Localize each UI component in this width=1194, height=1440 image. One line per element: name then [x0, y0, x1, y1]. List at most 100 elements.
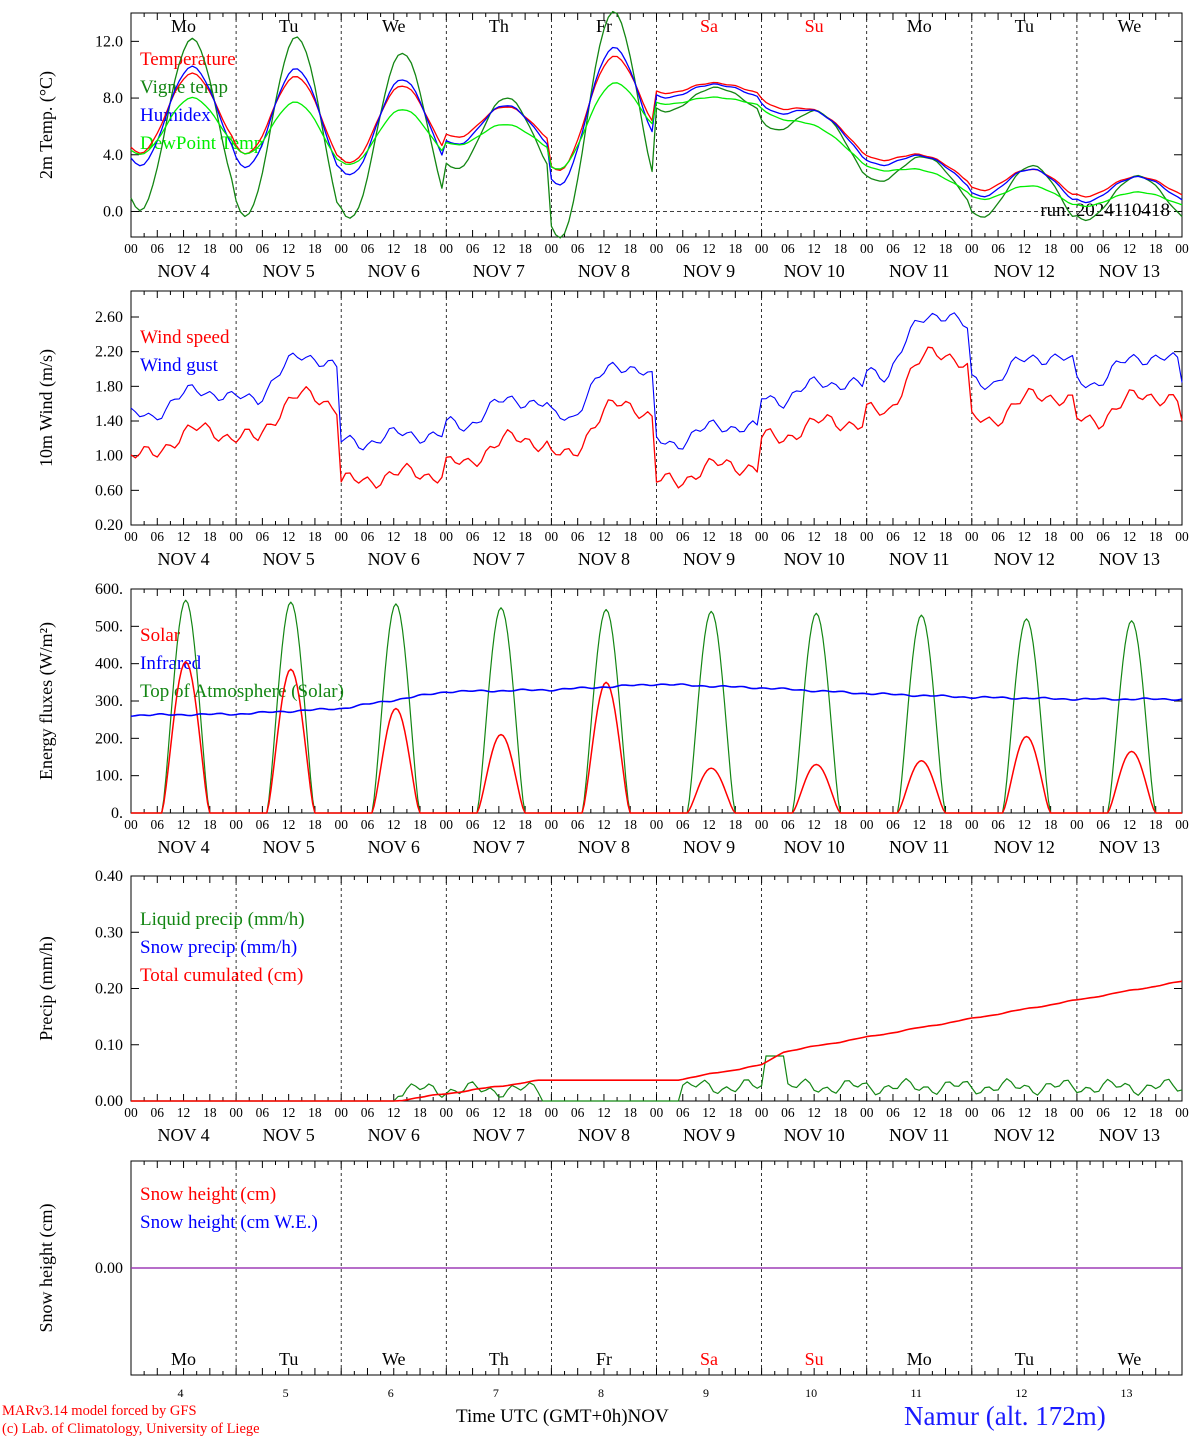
y-tick-label: 2.20 — [95, 344, 123, 361]
solar-line — [131, 661, 1182, 814]
hour-tick-label: 00 — [229, 241, 243, 256]
hour-tick-label: 12 — [597, 529, 611, 544]
hour-tick-label: 12 — [1018, 1105, 1032, 1120]
y-tick-label: 100. — [95, 768, 123, 785]
hour-tick-label: 18 — [1149, 1105, 1163, 1120]
hour-tick-label: 18 — [518, 817, 532, 832]
hour-tick-label: 00 — [755, 241, 769, 256]
y-tick-label: 600. — [95, 581, 123, 598]
hour-tick-label: 06 — [676, 529, 690, 544]
hour-tick-label: 12 — [387, 529, 401, 544]
hour-tick-label: 06 — [151, 241, 165, 256]
date-label: NOV 6 — [368, 837, 420, 857]
day-of-week-label: Sa — [700, 16, 718, 36]
hour-tick-label: 18 — [518, 1105, 532, 1120]
day-of-week-label: Th — [489, 16, 509, 36]
date-label: NOV 11 — [889, 1125, 950, 1145]
date-label: NOV 12 — [994, 261, 1055, 281]
hour-tick-label: 18 — [729, 1105, 743, 1120]
hour-tick-label: 12 — [177, 817, 191, 832]
date-label: NOV 13 — [1099, 837, 1160, 857]
date-label: NOV 13 — [1099, 261, 1160, 281]
hour-tick-label: 06 — [151, 817, 165, 832]
panel-2: 0.20 0.60 1.00 1.40 1.80 2.20 2.60 10m Wind (m/… — [36, 290, 1189, 569]
hour-tick-label: 00 — [229, 529, 243, 544]
hour-tick-label: 18 — [1044, 529, 1058, 544]
hour-tick-label: 06 — [991, 529, 1005, 544]
hour-tick-label: 06 — [991, 817, 1005, 832]
hour-tick-label: 12 — [702, 1105, 716, 1120]
date-label: NOV 5 — [263, 261, 315, 281]
hour-tick-label: 06 — [256, 241, 270, 256]
lab-credit: (c) Lab. of Climatology, University of L… — [2, 1421, 260, 1437]
hour-tick-label: 06 — [676, 817, 690, 832]
date-label: NOV 9 — [683, 837, 735, 857]
y-axis-label: 10m Wind (m/s) — [36, 349, 57, 467]
hour-tick-label: 18 — [623, 529, 637, 544]
hour-tick-label: 12 — [913, 529, 927, 544]
run-annotation: run: 2024110418 — [1040, 200, 1170, 221]
hour-tick-label: 12 — [282, 817, 296, 832]
y-tick-label: 200. — [95, 730, 123, 747]
hour-tick-label: 18 — [308, 1105, 322, 1120]
temperature-line — [130, 55, 1183, 198]
y-tick-label: 0.20 — [95, 981, 123, 998]
hour-tick-label: 18 — [623, 817, 637, 832]
hour-tick-label: 18 — [308, 241, 322, 256]
day-number-label: 5 — [283, 1386, 289, 1400]
legend-entry: Vigne temp — [140, 77, 228, 98]
hour-tick-label: 00 — [1070, 1105, 1084, 1120]
hour-tick-label: 06 — [1096, 241, 1110, 256]
hour-tick-label: 00 — [650, 1105, 664, 1120]
hour-tick-label: 00 — [334, 817, 348, 832]
day-of-week-label: Tu — [1015, 16, 1034, 36]
day-of-week-label: Mo — [171, 1349, 196, 1369]
hour-tick-label: 18 — [939, 1105, 953, 1120]
hour-tick-label: 12 — [492, 529, 506, 544]
hour-tick-label: 00 — [755, 817, 769, 832]
hour-tick-label: 00 — [440, 817, 454, 832]
y-tick-label: 0.20 — [95, 517, 123, 534]
day-of-week-label: Mo — [171, 16, 196, 36]
hour-tick-label: 06 — [466, 529, 480, 544]
legend-entry: Humidex — [140, 105, 211, 126]
date-label: NOV 4 — [157, 837, 209, 857]
date-label: NOV 12 — [994, 1125, 1055, 1145]
legend-entry: Top of Atmosphere (Solar) — [140, 681, 344, 702]
hour-tick-label: 18 — [939, 241, 953, 256]
hour-tick-label: 18 — [1044, 1105, 1058, 1120]
hour-tick-label: 18 — [834, 817, 848, 832]
cumulated-precip-line — [131, 980, 1183, 1102]
date-label: NOV 8 — [578, 837, 630, 857]
panel-5: 0.00 Snow height (cm) Snow height (cm) Snow… — [36, 1160, 1183, 1400]
date-label: NOV 8 — [578, 261, 630, 281]
legend-entry: Snow precip (mm/h) — [140, 937, 297, 958]
day-of-week-label: Mo — [907, 1349, 932, 1369]
hour-tick-label: 18 — [308, 817, 322, 832]
hour-tick-label: 18 — [623, 241, 637, 256]
hour-tick-label: 12 — [282, 529, 296, 544]
x-axis-title: Time UTC (GMT+0h)NOV — [456, 1406, 669, 1428]
date-label: NOV 10 — [784, 261, 845, 281]
hour-tick-label: 12 — [1123, 817, 1137, 832]
hour-tick-label: 12 — [807, 817, 821, 832]
date-label: NOV 7 — [473, 837, 525, 857]
hour-tick-label: 06 — [991, 1105, 1005, 1120]
day-number-label: 11 — [910, 1386, 922, 1400]
hour-tick-label: 06 — [361, 1105, 375, 1120]
hour-tick-label: 18 — [1044, 817, 1058, 832]
hour-tick-label: 12 — [807, 529, 821, 544]
date-label: NOV 5 — [263, 837, 315, 857]
hour-tick-label: 12 — [282, 241, 296, 256]
day-of-week-label: We — [1118, 1349, 1142, 1369]
hour-tick-label: 06 — [571, 241, 585, 256]
hour-tick-label: 06 — [466, 241, 480, 256]
hour-tick-label: 06 — [151, 1105, 165, 1120]
day-number-label: 8 — [598, 1386, 604, 1400]
hour-tick-label: 18 — [413, 241, 427, 256]
y-tick-label: 2.60 — [95, 309, 123, 326]
y-tick-label: 0. — [111, 805, 123, 822]
y-tick-label: 4.0 — [103, 147, 123, 164]
hour-tick-label: 18 — [1149, 529, 1163, 544]
